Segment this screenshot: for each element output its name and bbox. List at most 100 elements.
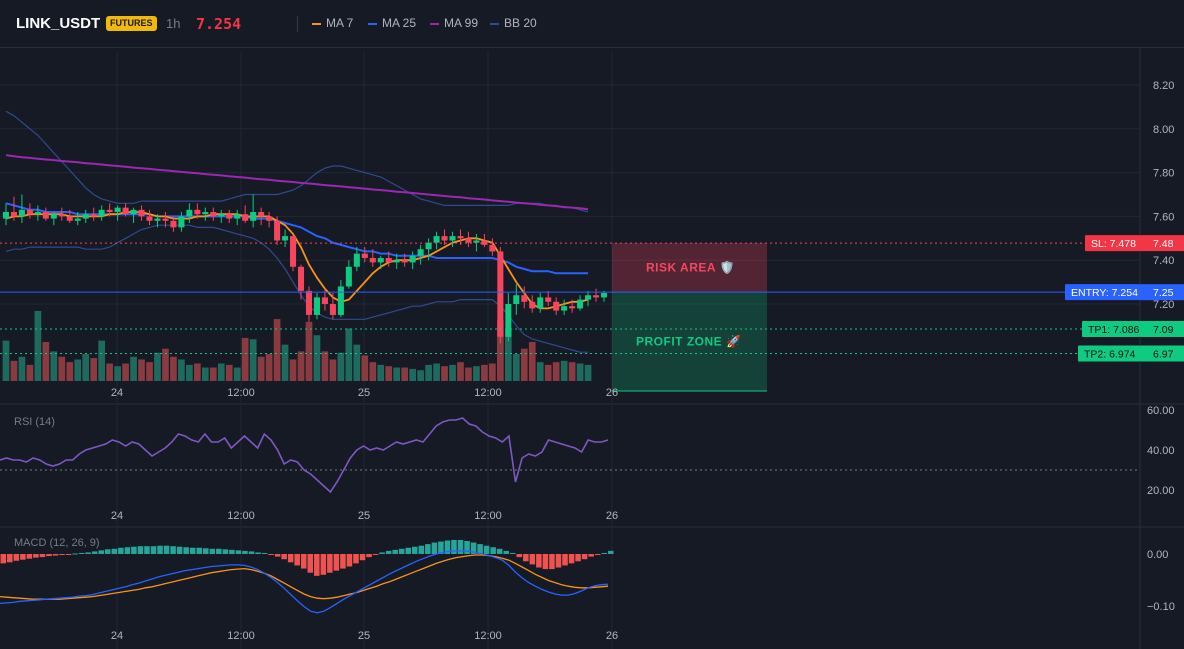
rsi-line — [0, 417, 609, 494]
volume-bar — [576, 363, 584, 381]
candle-body — [481, 240, 488, 245]
rsi-tick-label: 20.00 — [1147, 485, 1175, 497]
tp2-tag-bg — [1078, 345, 1140, 362]
price-tick-label: 8.00 — [1153, 124, 1174, 136]
candle-body — [465, 238, 472, 243]
macd-pane[interactable]: MACD (12, 26, 9) — [0, 537, 614, 614]
macd-histogram-bar — [509, 552, 516, 554]
macd-histogram-bar — [320, 554, 327, 575]
separator — [297, 16, 298, 32]
candle-body — [210, 212, 217, 217]
candle-body — [170, 220, 177, 228]
macd-histogram-bar — [78, 552, 85, 554]
time-tick-label: 12:00 — [227, 510, 255, 522]
macd-histogram-bar — [91, 551, 98, 554]
macd-histogram-bar — [287, 554, 294, 563]
candle-body — [66, 216, 73, 221]
macd-histogram-bar — [20, 554, 26, 560]
candle-body — [26, 209, 33, 215]
legend-ma25[interactable]: MA 25 — [368, 16, 416, 30]
volume-bar — [34, 311, 42, 381]
timeframe-selector[interactable]: 1h — [166, 16, 181, 31]
symbol-name[interactable]: LINK_USDT — [16, 15, 101, 32]
macd-histogram-bar — [444, 540, 451, 554]
macd-histogram-bar — [216, 548, 222, 554]
volume-bar — [425, 364, 432, 381]
legend-ma7-swatch — [312, 22, 321, 25]
macd-histogram-bar — [536, 554, 542, 568]
volume-bar — [417, 370, 424, 381]
legend-bb20[interactable]: BB 20 — [490, 16, 537, 30]
legend-ma7[interactable]: MA 7 — [312, 16, 353, 30]
macd-histogram-bar — [581, 554, 588, 560]
candle-body — [457, 236, 464, 239]
macd-tick-label: 0.00 — [1147, 549, 1168, 561]
macd-histogram-bar — [503, 550, 509, 554]
candle-body — [74, 218, 81, 221]
last-price: 7.254 — [196, 15, 242, 33]
volume-bar — [560, 360, 568, 381]
macd-histogram-bar — [124, 547, 131, 554]
sl-axis-bg — [1140, 235, 1184, 252]
volume-bar — [297, 351, 305, 381]
legend-ma99[interactable]: MA 99 — [430, 16, 478, 30]
macd-histogram-bar — [542, 554, 549, 570]
tp1-tag-bg — [1082, 320, 1140, 337]
price-pane[interactable]: RISK AREA 🛡️ PROFIT ZONE 🚀 — [0, 110, 1140, 392]
volume-bar — [361, 355, 369, 381]
macd-histogram-bar — [157, 545, 163, 554]
candle-body — [369, 258, 376, 263]
tp1-axis-value: 7.09 — [1153, 324, 1174, 336]
candle-body — [401, 260, 408, 263]
volume-bar — [130, 356, 137, 381]
candle-body — [497, 251, 504, 337]
candle-body — [90, 214, 97, 217]
macd-histogram-bar — [464, 541, 470, 554]
tp2-tag-label: TP2: 6.974 — [1084, 348, 1136, 360]
volume-bar — [353, 344, 361, 381]
volume-bar — [146, 362, 153, 381]
macd-histogram-bar — [235, 550, 242, 554]
candle-body — [10, 212, 17, 217]
candle-body — [521, 295, 528, 302]
candle-body — [313, 297, 320, 315]
candle-body — [186, 209, 193, 217]
macd-histogram-bar — [248, 551, 255, 554]
volume-bar — [217, 363, 225, 381]
top-bar: LINK_USDT FUTURES 1h 7.254 MA 7 MA 25 MA… — [0, 0, 1184, 48]
candle-body — [505, 304, 512, 337]
macd-histogram-bar — [222, 549, 229, 554]
rsi-pane[interactable]: RSI (14) — [0, 416, 1140, 494]
macd-histogram-bar — [438, 541, 444, 554]
volume-bar — [273, 319, 281, 381]
volume-bar — [329, 359, 337, 381]
volume-bar — [154, 352, 161, 381]
candle-body — [226, 214, 233, 219]
entry-axis-value: 7.25 — [1153, 287, 1174, 299]
time-tick-label: 26 — [606, 387, 618, 399]
macd-histogram-bar — [457, 539, 464, 554]
legend-ma25-swatch — [368, 22, 377, 25]
volume-bar — [441, 366, 448, 381]
macd-histogram-bar — [568, 554, 575, 564]
candle-body — [146, 216, 153, 221]
macd-histogram-bar — [229, 549, 235, 554]
candle-body — [409, 255, 416, 263]
macd-histogram-bar — [261, 552, 268, 554]
tp1-axis-bg — [1140, 320, 1184, 337]
volume-bar — [114, 366, 121, 381]
candle-body — [242, 214, 249, 221]
entry-tag-label: ENTRY: 7.254 — [1071, 287, 1138, 299]
candle-body — [545, 297, 552, 302]
volume-bar — [473, 366, 480, 381]
macd-histogram-bar — [353, 554, 359, 564]
time-tick-label: 12:00 — [227, 387, 255, 399]
macd-histogram-bar — [98, 550, 105, 554]
macd-histogram-bar — [523, 554, 529, 562]
candle-body — [449, 236, 456, 241]
macd-histogram-bar — [144, 546, 150, 554]
volume-bar — [512, 354, 520, 381]
bb-lower-line — [5, 224, 589, 353]
volume-bar — [265, 354, 273, 381]
